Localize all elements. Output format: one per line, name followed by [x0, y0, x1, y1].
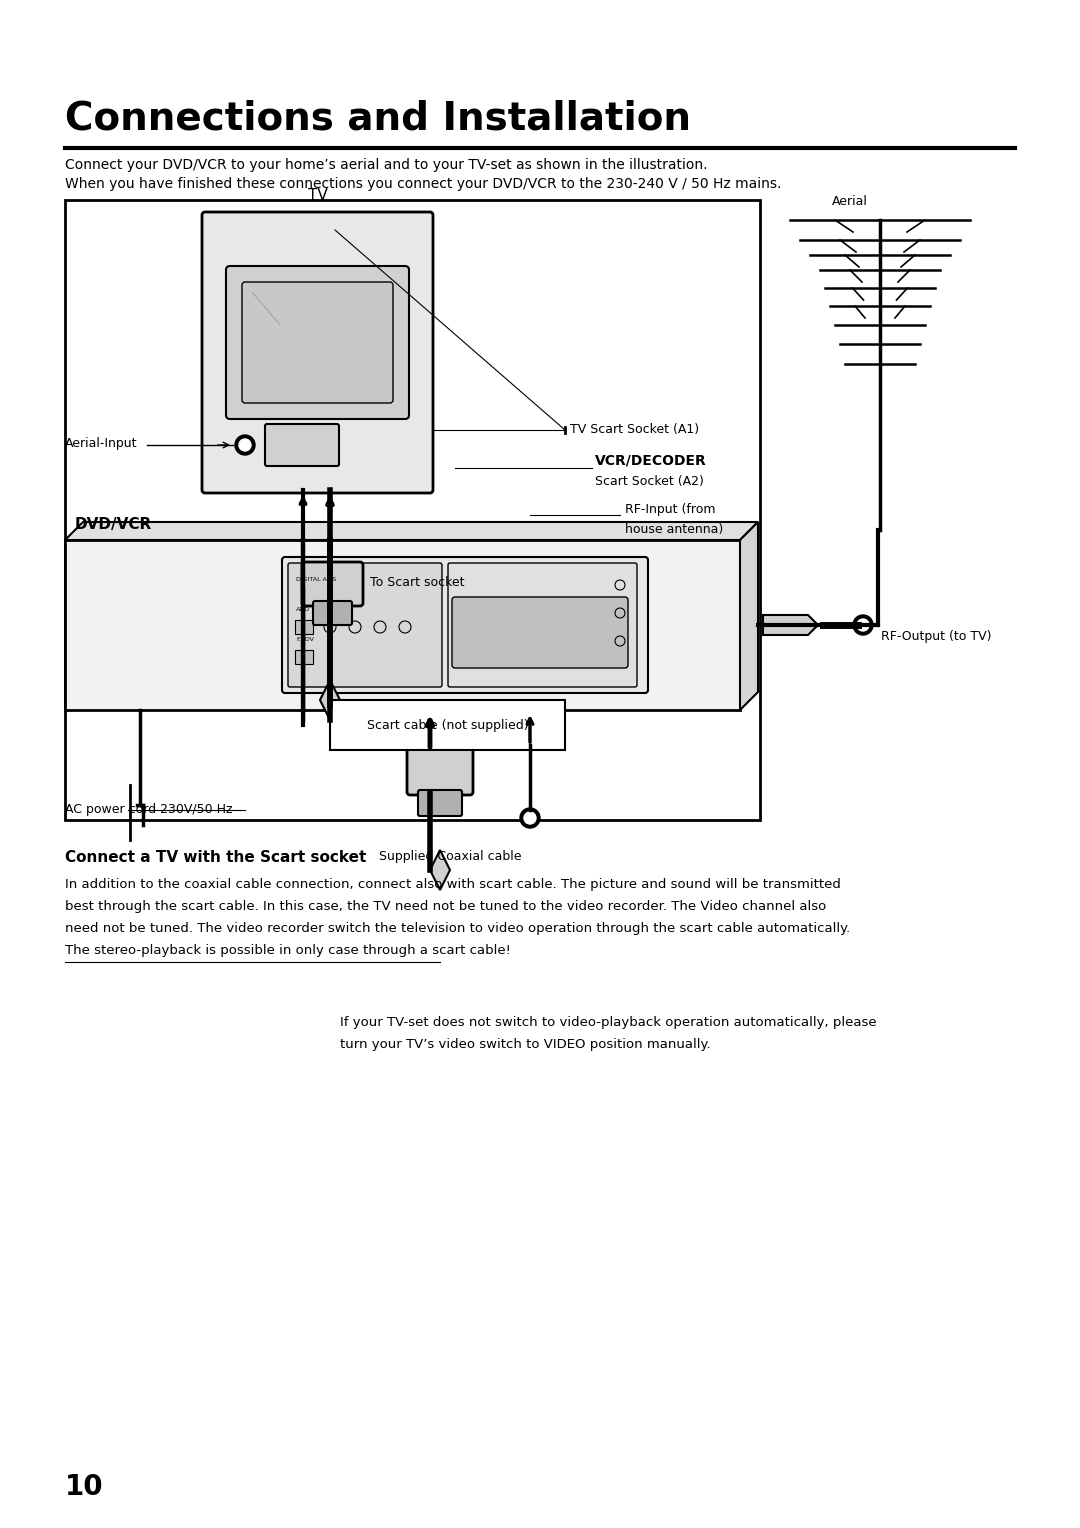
- Text: RF-Output (to TV): RF-Output (to TV): [881, 630, 991, 643]
- FancyBboxPatch shape: [282, 558, 648, 694]
- FancyBboxPatch shape: [313, 601, 352, 625]
- Text: turn your TV’s video switch to VIDEO position manually.: turn your TV’s video switch to VIDEO pos…: [340, 1038, 711, 1051]
- Bar: [65, 200, 760, 821]
- Bar: [295, 649, 313, 665]
- Text: To Scart socket: To Scart socket: [370, 576, 464, 590]
- Text: 10: 10: [65, 1473, 104, 1500]
- FancyBboxPatch shape: [453, 597, 627, 668]
- FancyBboxPatch shape: [288, 562, 442, 688]
- Text: If your TV-set does not switch to video-playback operation automatically, please: If your TV-set does not switch to video-…: [340, 1016, 877, 1028]
- Text: Aerial: Aerial: [832, 196, 868, 208]
- Text: VCR/DECODER: VCR/DECODER: [595, 452, 706, 468]
- Text: Connect your DVD/VCR to your home’s aerial and to your TV-set as shown in the il: Connect your DVD/VCR to your home’s aeri…: [65, 157, 707, 173]
- Polygon shape: [65, 523, 758, 539]
- Text: When you have finished these connections you connect your DVD/VCR to the 230-240: When you have finished these connections…: [65, 177, 781, 191]
- Polygon shape: [320, 680, 340, 720]
- Text: TV: TV: [308, 188, 327, 203]
- Text: best through the scart cable. In this case, the TV need not be tuned to the vide: best through the scart cable. In this ca…: [65, 900, 826, 914]
- Text: Connections and Installation: Connections and Installation: [65, 99, 691, 138]
- Polygon shape: [762, 614, 818, 636]
- Text: AC power cord 230V/50 Hz: AC power cord 230V/50 Hz: [65, 804, 232, 816]
- FancyBboxPatch shape: [418, 790, 462, 816]
- Text: TV Scart Socket (A1): TV Scart Socket (A1): [570, 423, 699, 437]
- Bar: [330, 700, 565, 750]
- Text: DVD/VCR: DVD/VCR: [75, 516, 152, 532]
- Text: RF-Input (from: RF-Input (from: [625, 504, 715, 516]
- Text: Scart Socket (A2): Scart Socket (A2): [595, 475, 704, 489]
- Text: In addition to the coaxial cable connection, connect also with scart cable. The : In addition to the coaxial cable connect…: [65, 879, 841, 891]
- FancyBboxPatch shape: [202, 212, 433, 494]
- Circle shape: [519, 808, 540, 828]
- Polygon shape: [740, 523, 758, 711]
- FancyBboxPatch shape: [302, 562, 363, 607]
- FancyBboxPatch shape: [226, 266, 409, 419]
- Bar: [295, 620, 313, 634]
- Text: house antenna): house antenna): [625, 524, 724, 536]
- FancyBboxPatch shape: [265, 423, 339, 466]
- FancyBboxPatch shape: [448, 562, 637, 688]
- Text: need not be tuned. The video recorder switch the television to video operation t: need not be tuned. The video recorder sw…: [65, 921, 850, 935]
- Circle shape: [235, 435, 255, 455]
- Circle shape: [853, 614, 873, 636]
- FancyBboxPatch shape: [407, 747, 473, 795]
- Text: ADD: ADD: [296, 607, 310, 613]
- Text: Supplied Coaxial cable: Supplied Coaxial cable: [379, 850, 522, 863]
- Circle shape: [858, 619, 869, 631]
- Circle shape: [239, 439, 251, 451]
- Text: F.ADV: F.ADV: [296, 637, 314, 642]
- Bar: [65, 539, 740, 711]
- Text: Connect a TV with the Scart socket: Connect a TV with the Scart socket: [65, 850, 366, 865]
- Polygon shape: [430, 850, 450, 889]
- Text: DIGITAL AMS: DIGITAL AMS: [296, 578, 336, 582]
- Text: Aerial-Input: Aerial-Input: [65, 437, 137, 451]
- FancyBboxPatch shape: [242, 283, 393, 403]
- Text: The stereo-playback is possible in only case through a scart cable!: The stereo-playback is possible in only …: [65, 944, 511, 957]
- Text: Scart cable (not supplied): Scart cable (not supplied): [367, 718, 528, 732]
- Circle shape: [524, 811, 536, 824]
